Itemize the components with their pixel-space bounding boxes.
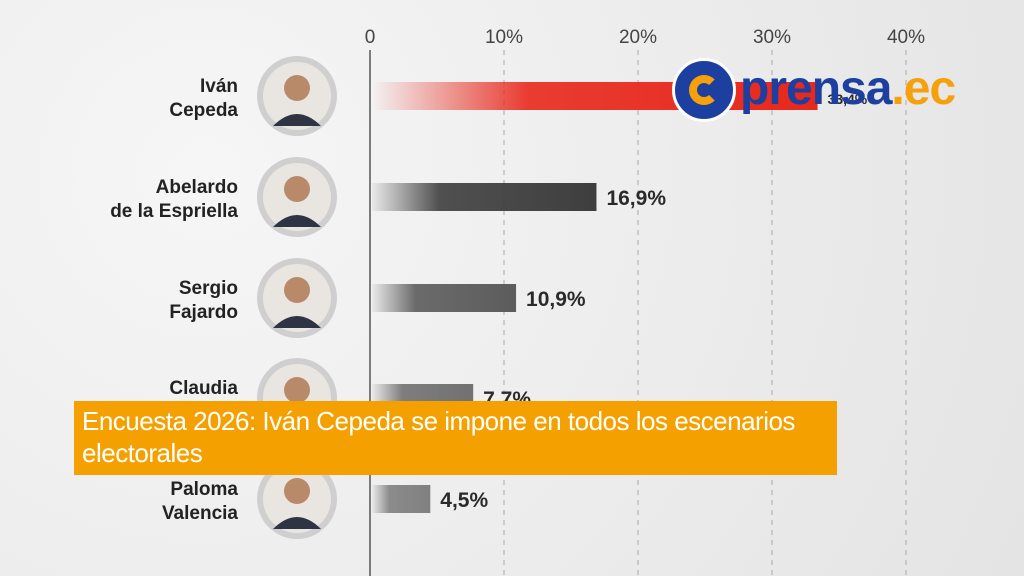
category-label-0-line1: Iván <box>200 76 238 97</box>
avatar-face-icon-2 <box>284 277 310 303</box>
value-label-1: 16,9% <box>606 187 666 210</box>
avatar-body-icon-4 <box>273 517 321 529</box>
avatar-body-icon-2 <box>273 316 321 328</box>
tick-label-10: 10% <box>485 27 523 48</box>
category-label-4-line2: Valencia <box>162 503 238 524</box>
bar-2 <box>372 284 517 312</box>
logo-text-main: prensa <box>740 62 892 115</box>
logo-text-suffix: .ec <box>891 62 956 115</box>
avatar-face-icon-3 <box>284 377 310 403</box>
category-label-3-line1: Claudia <box>169 378 238 399</box>
category-label-4-line1: Paloma <box>170 479 238 500</box>
avatar-face-icon-1 <box>284 176 310 202</box>
avatar-2 <box>257 258 337 338</box>
value-label-2: 10,9% <box>526 288 586 311</box>
bar-4 <box>372 485 431 513</box>
avatar-face-icon-4 <box>284 478 310 504</box>
category-label-0-line2: Cepeda <box>169 100 238 121</box>
headline-banner: Encuesta 2026: Iván Cepeda se impone en … <box>74 401 837 475</box>
category-label-2-line1: Sergio <box>179 278 238 299</box>
tick-label-20: 20% <box>619 27 657 48</box>
bar-0 <box>372 82 818 110</box>
tick-label-40: 40% <box>887 27 925 48</box>
avatar-body-icon-1 <box>273 215 321 227</box>
category-label-2-line2: Fajardo <box>169 302 238 323</box>
prensa-ec-logo: prensa.ec <box>672 58 956 124</box>
logo-e-icon <box>689 75 719 105</box>
value-label-0: 33,4% <box>828 91 868 107</box>
headline-text: Encuesta 2026: Iván Cepeda se impone en … <box>82 406 795 468</box>
value-label-4: 4,5% <box>440 489 488 512</box>
tick-label-30: 30% <box>753 27 791 48</box>
category-label-1-line1: Abelardo <box>156 177 238 198</box>
category-label-1-line2: de la Espriella <box>110 201 238 222</box>
logo-mark-icon <box>672 58 736 122</box>
avatar-4 <box>257 459 337 539</box>
avatar-0 <box>257 56 337 136</box>
avatar-face-icon-0 <box>284 75 310 101</box>
avatar-1 <box>257 157 337 237</box>
tick-label-0: 0 <box>365 27 376 48</box>
bar-1 <box>372 183 597 211</box>
avatar-body-icon-0 <box>273 114 321 126</box>
logo-wordmark: prensa.ec <box>740 62 956 116</box>
